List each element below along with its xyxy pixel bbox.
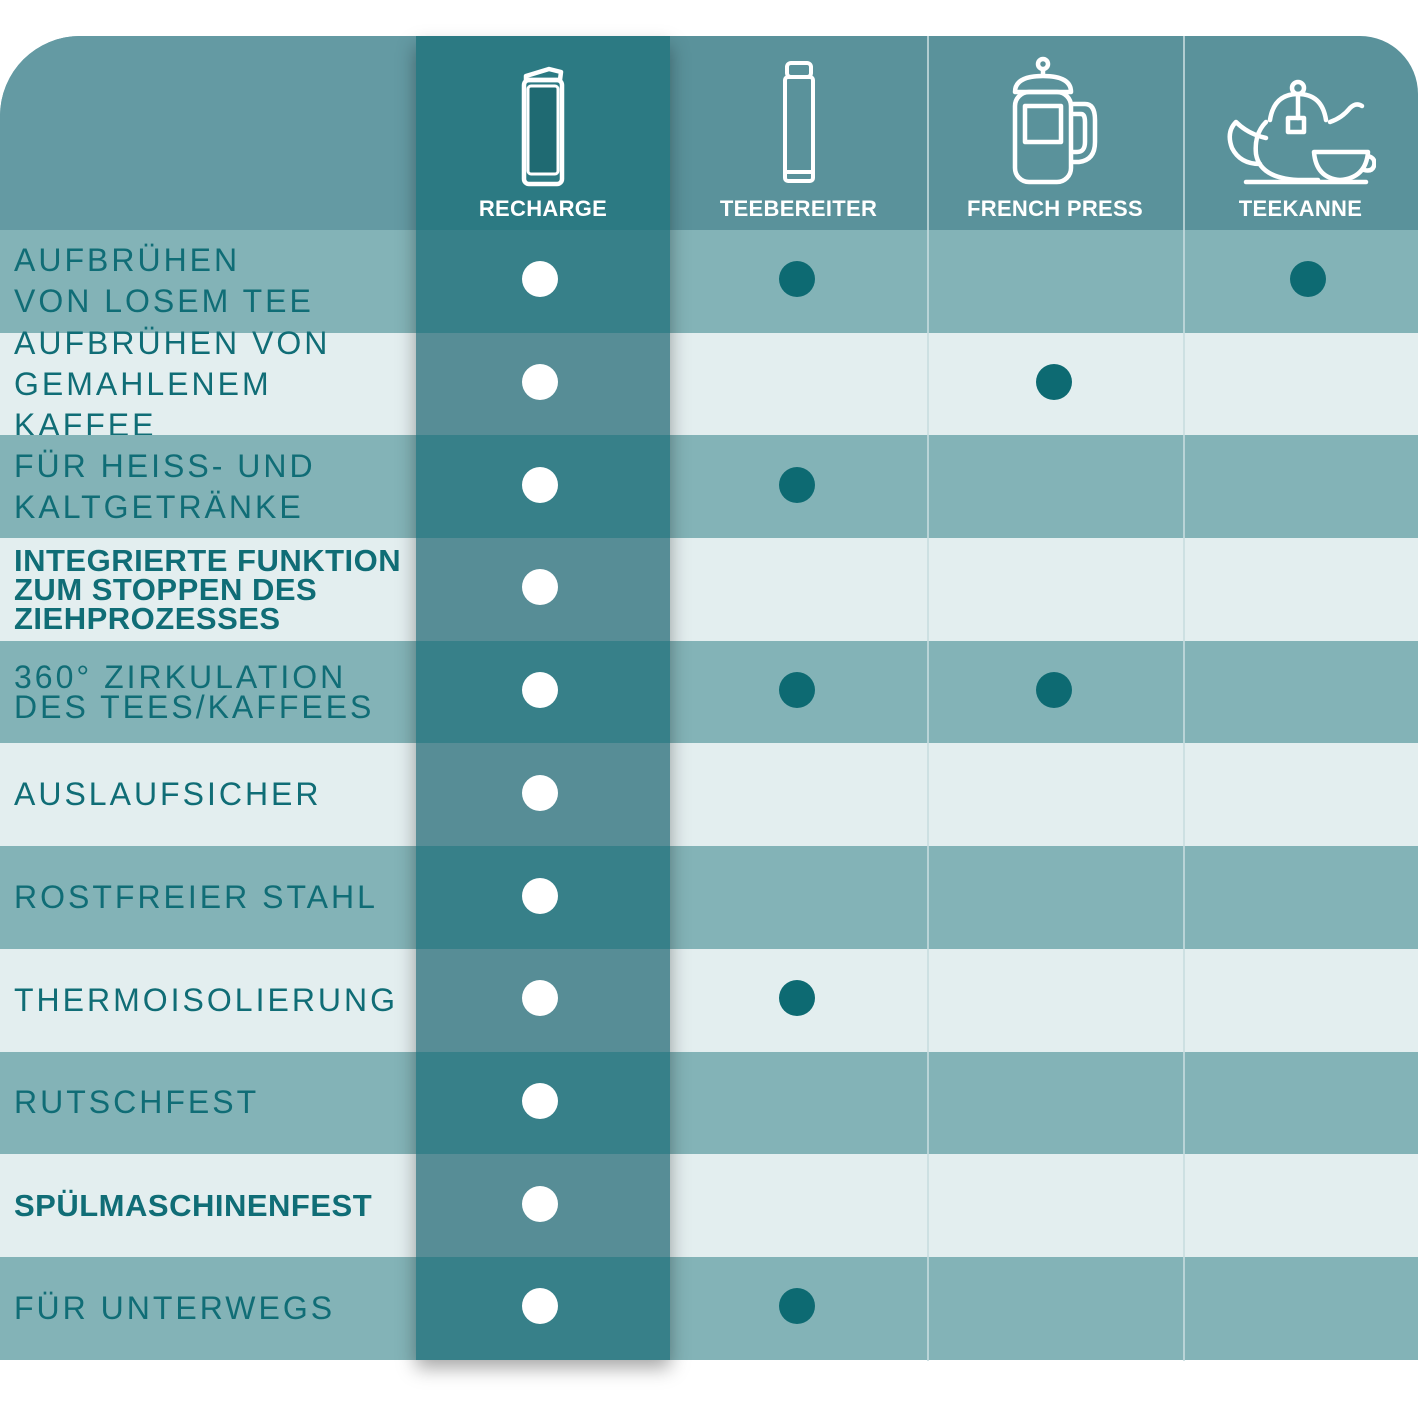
feature-label: THERMOISOLIERUNG xyxy=(14,981,399,1018)
check-dot-recharge xyxy=(522,877,558,914)
flask-icon xyxy=(782,61,815,183)
check-dot-teebereiter xyxy=(779,672,815,709)
tumbler-icon xyxy=(521,66,565,187)
table-row: AUFBRÜHEN VON LOSEM TEE xyxy=(0,230,1418,333)
table-row: FÜR HEISS- UND KALTGETRÄNKE xyxy=(0,435,1418,539)
feature-label: FÜR UNTERWEGS xyxy=(14,1289,336,1326)
column-header-recharge: RECHARGE xyxy=(416,36,670,230)
table-row: ROSTFREIER STAHL xyxy=(0,846,1418,949)
check-dot-recharge xyxy=(522,1082,558,1119)
feature-label: ROSTFREIER STAHL xyxy=(14,878,378,915)
check-dot-teebereiter xyxy=(779,261,815,298)
column-header-teekanne: TEEKANNE xyxy=(1183,36,1418,230)
table-row: RUTSCHFEST xyxy=(0,1051,1418,1155)
feature-label: SPÜLMASCHINENFEST xyxy=(14,1188,373,1224)
check-dot-recharge xyxy=(522,672,558,709)
table-row: AUFBRÜHEN VON GEMAHLENEM KAFFEE xyxy=(0,324,1418,443)
check-dot-teebereiter xyxy=(779,1288,815,1325)
column-title: FRENCH PRESS xyxy=(967,196,1143,221)
column-title: RECHARGE xyxy=(478,196,608,221)
feature-label: FÜR HEISS- UND KALTGETRÄNKE xyxy=(14,447,316,525)
feature-label: RUTSCHFEST xyxy=(14,1084,260,1121)
check-dot-recharge xyxy=(522,980,558,1017)
check-dot-french_press xyxy=(1036,364,1072,401)
check-dot-recharge xyxy=(522,261,558,298)
feature-label: AUFBRÜHEN VON LOSEM TEE xyxy=(14,242,314,320)
check-dot-recharge xyxy=(522,1288,558,1325)
table-row: SPÜLMASCHINENFEST xyxy=(0,1154,1418,1257)
french-press-icon xyxy=(1012,56,1098,185)
check-dot-teebereiter xyxy=(779,466,815,503)
check-dot-recharge xyxy=(522,364,558,401)
table-row: INTEGRIERTE FUNKTION ZUM STOPPEN DES ZIE… xyxy=(0,538,1418,641)
table-row: THERMOISOLIERUNG xyxy=(0,948,1418,1052)
feature-label: AUFBRÜHEN VON GEMAHLENEM KAFFEE xyxy=(14,324,331,443)
table-row: FÜR UNTERWEGS xyxy=(0,1256,1418,1360)
feature-rows: AUFBRÜHEN VON LOSEM TEE AUFBRÜHEN VON GEM… xyxy=(0,230,1418,1360)
check-dot-recharge xyxy=(522,466,558,503)
feature-label: 360° ZIRKULATION DES TEES/KAFFEES xyxy=(14,659,375,726)
column-title: TEEBEREITER xyxy=(719,196,878,221)
check-dot-recharge xyxy=(522,1185,558,1222)
check-dot-teebereiter xyxy=(779,980,815,1017)
table-row: AUSLAUFSICHER xyxy=(0,743,1418,847)
column-header-french-press: FRENCH PRESS xyxy=(927,36,1183,230)
feature-label: AUSLAUFSICHER xyxy=(14,776,322,813)
column-header-teebereiter: TEEBEREITER xyxy=(670,36,927,230)
feature-label: INTEGRIERTE FUNKTION ZUM STOPPEN DES ZIE… xyxy=(14,542,402,636)
column-title: TEEKANNE xyxy=(1238,196,1363,221)
check-dot-recharge xyxy=(522,774,558,811)
teapot-icon xyxy=(1227,79,1376,185)
table-row: 360° ZIRKULATION DES TEES/KAFFEES xyxy=(0,640,1418,744)
column-divider xyxy=(1183,36,1185,1361)
check-dot-teekanne xyxy=(1290,261,1326,298)
check-dot-french_press xyxy=(1036,672,1072,709)
comparison-table: AUFBRÜHEN VON LOSEM TEE AUFBRÜHEN VON GEM… xyxy=(0,36,1418,1361)
check-dot-recharge xyxy=(522,569,558,606)
header-corner xyxy=(0,36,416,230)
column-divider xyxy=(927,36,929,1361)
